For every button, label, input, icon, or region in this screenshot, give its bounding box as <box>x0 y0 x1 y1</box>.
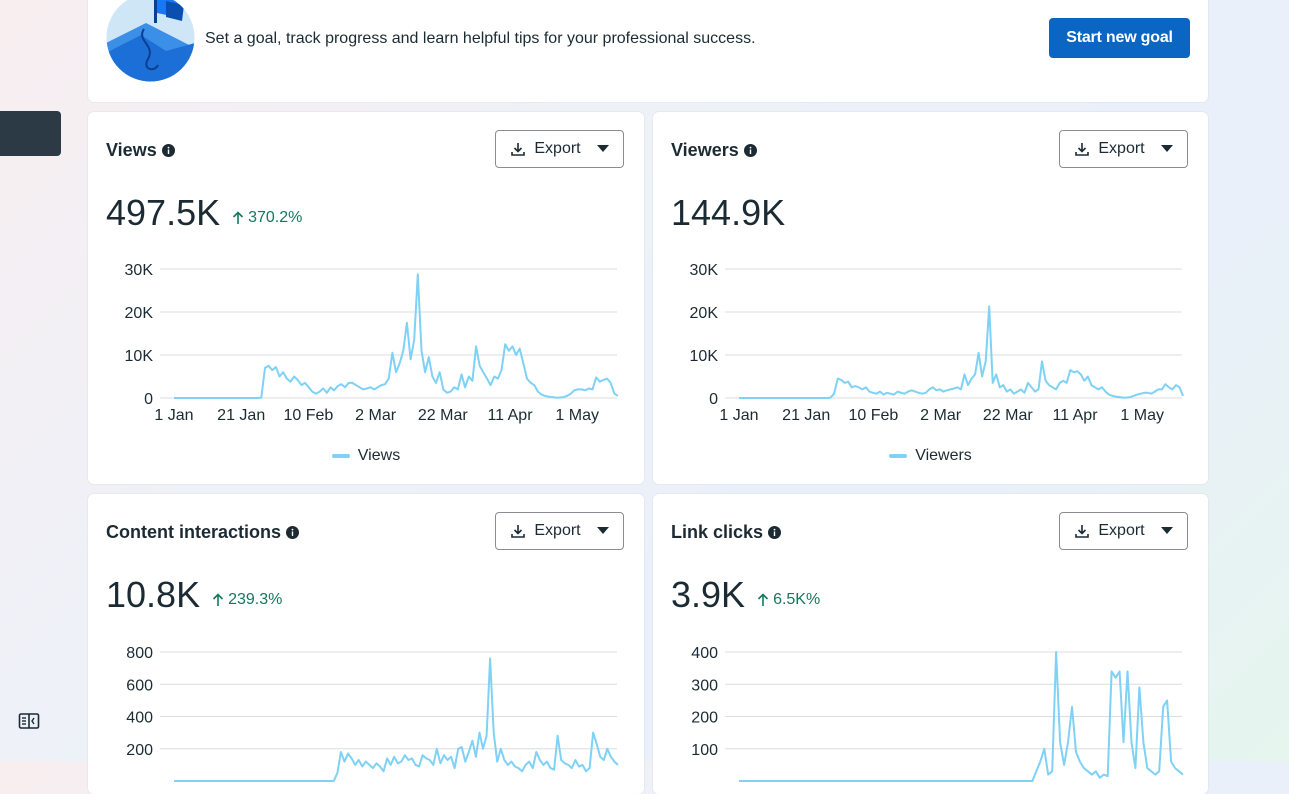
download-icon <box>1075 143 1090 156</box>
arrow-up-icon <box>757 593 769 606</box>
viewers-chart: 0 10K 20K 30K 1 Jan 21 Jan 10 Feb 2 Mar 22 Mar 11… <box>690 262 1184 424</box>
info-icon[interactable] <box>743 144 757 157</box>
link-clicks-card: Link clicks Export 3.9K 6.5K% 100 200 300 4… <box>653 494 1208 794</box>
viewers-card: Viewers Export 144.9K 0 10K 20K 30K 1 Jan 21 … <box>653 112 1208 484</box>
y-tick-label: 20K <box>125 305 154 322</box>
export-label: Export <box>1098 140 1145 157</box>
y-tick-label: 0 <box>144 391 153 408</box>
link-clicks-total: 3.9K <box>671 574 746 615</box>
y-tick-label: 30K <box>690 262 719 279</box>
link-clicks-delta: 6.5K% <box>773 591 821 608</box>
content-interactions-title: Content interactions <box>106 522 282 542</box>
content-interactions-total: 10.8K <box>106 574 201 615</box>
content-interactions-delta: 239.3% <box>228 591 283 608</box>
y-tick-label: 200 <box>126 742 153 759</box>
views-total: 497.5K <box>106 192 221 233</box>
caret-down-icon <box>1160 527 1173 534</box>
legend-label: Views <box>357 447 401 464</box>
views-legend: Views <box>88 447 644 465</box>
y-tick-label: 400 <box>691 645 718 662</box>
download-icon <box>511 525 526 538</box>
goal-description: Set a goal, track progress and learn hel… <box>205 30 756 47</box>
arrow-up-icon <box>233 211 244 224</box>
caret-down-icon <box>596 527 609 534</box>
export-label: Export <box>534 140 581 157</box>
legend-label: Viewers <box>915 447 972 464</box>
caret-down-icon <box>596 145 609 152</box>
viewers-total: 144.9K <box>671 192 786 233</box>
export-button[interactable]: Export <box>495 512 624 550</box>
export-button[interactable]: Export <box>495 130 624 168</box>
views-delta: 370.2% <box>248 209 303 226</box>
sidebar-active-tab[interactable] <box>0 111 61 156</box>
views-card: Views Export 497.5K 370.2% 0 10K 20K 30K 1 J… <box>88 112 644 484</box>
export-label: Export <box>1098 522 1145 539</box>
start-new-goal-button[interactable]: Start new goal <box>1049 18 1190 58</box>
export-button[interactable]: Export <box>1059 512 1188 550</box>
y-tick-label: 800 <box>126 645 153 662</box>
y-tick-label: 10K <box>690 348 719 365</box>
legend-swatch <box>889 454 908 458</box>
link-clicks-title: Link clicks <box>671 522 764 542</box>
export-button[interactable]: Export <box>1059 130 1188 168</box>
y-tick-label: 10K <box>125 348 154 365</box>
series-line <box>174 273 619 399</box>
viewers-legend: Viewers <box>653 447 1208 465</box>
link-clicks-chart: 100 200 300 400 <box>691 645 1184 782</box>
y-tick-label: 200 <box>691 710 718 727</box>
info-icon[interactable] <box>768 526 782 539</box>
content-interactions-card: Content interactions Export 10.8K 239.3%… <box>88 494 644 794</box>
y-tick-label: 30K <box>125 262 154 279</box>
x-tick-label: 22 Mar <box>418 407 468 424</box>
info-icon[interactable] <box>286 526 300 539</box>
x-tick-label: 1 Jan <box>719 407 758 424</box>
x-tick-label: 2 Mar <box>920 407 962 424</box>
viewers-title: Viewers <box>671 140 739 160</box>
y-tick-label: 600 <box>126 677 153 694</box>
y-tick-label: 0 <box>709 391 718 408</box>
legend-swatch <box>331 454 350 458</box>
download-icon <box>1075 525 1090 538</box>
caret-down-icon <box>1160 145 1173 152</box>
x-tick-label: 21 Jan <box>217 407 265 424</box>
goal-illustration <box>106 0 195 82</box>
x-tick-label: 10 Feb <box>848 407 898 424</box>
export-label: Export <box>534 522 581 539</box>
x-tick-label: 1 May <box>1120 407 1164 424</box>
x-tick-label: 1 Jan <box>154 407 193 424</box>
views-chart: 0 10K 20K 30K 1 Jan 21 Jan 10 Feb 2 Mar 22 Mar 11… <box>125 262 619 424</box>
x-tick-label: 11 Apr <box>487 407 533 424</box>
download-icon <box>511 143 526 156</box>
y-tick-label: 100 <box>691 742 718 759</box>
x-tick-label: 22 Mar <box>983 407 1033 424</box>
goal-banner: Set a goal, track progress and learn hel… <box>88 0 1208 102</box>
x-tick-label: 2 Mar <box>355 407 397 424</box>
y-tick-label: 400 <box>126 710 153 727</box>
x-tick-label: 10 Feb <box>283 407 333 424</box>
x-tick-label: 1 May <box>555 407 599 424</box>
x-tick-label: 11 Apr <box>1052 407 1098 424</box>
series-line <box>739 305 1184 399</box>
info-icon[interactable] <box>161 144 175 157</box>
views-title: Views <box>106 140 157 160</box>
content-interactions-chart: 200 400 600 800 <box>126 645 619 782</box>
series-line <box>174 657 619 782</box>
x-tick-label: 21 Jan <box>782 407 830 424</box>
y-tick-label: 20K <box>690 305 719 322</box>
arrow-up-icon <box>213 593 224 606</box>
collapse-sidebar-icon[interactable] <box>18 711 40 731</box>
y-tick-label: 300 <box>691 677 718 694</box>
